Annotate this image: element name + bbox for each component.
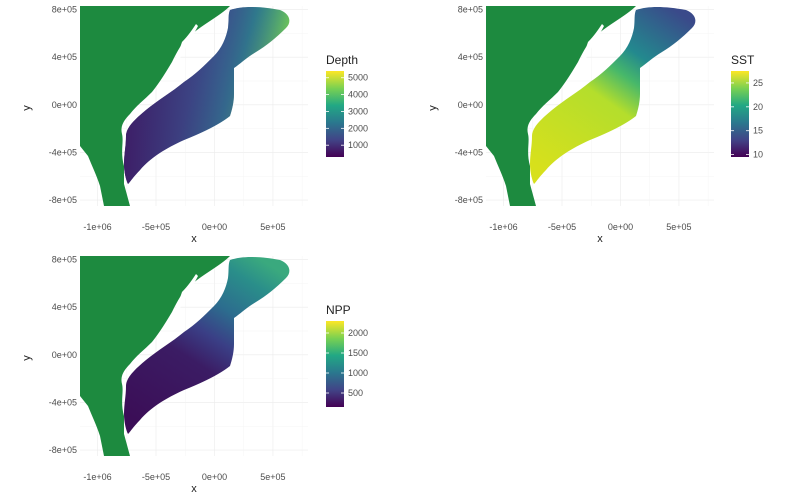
panel-sst: 8e+05 4e+05 0e+00 -4e+05 -8e+05 -1e+06 -5e+05 0…: [427, 5, 763, 245]
y-tick-label: 4e+05: [52, 52, 77, 62]
x-axis-label: x: [191, 483, 197, 495]
y-tick-label: 0e+00: [52, 100, 77, 110]
legend-title: Depth: [326, 53, 358, 67]
legend-tick-label: 500: [348, 388, 363, 398]
legend-tick-label: 3000: [348, 106, 368, 116]
map-depth: [80, 6, 290, 206]
y-tick-label: -4e+05: [49, 147, 77, 157]
legend-tick-label: 20: [753, 102, 763, 112]
x-axis-label: x: [191, 233, 197, 245]
y-tick-label: 8e+05: [52, 255, 77, 265]
x-tick-label: -5e+05: [142, 472, 170, 482]
legend-sst: SST 25 20 15 10: [731, 53, 763, 160]
x-tick-label: -1e+06: [83, 222, 111, 232]
legend-npp: NPP 2000 1500 1000 500: [326, 303, 368, 407]
y-tick-label: 4e+05: [52, 302, 77, 312]
panel-depth: 8e+05 4e+05 0e+00 -4e+05 -8e+05 -1e+06 -5e+05 0…: [21, 5, 368, 245]
x-tick-label: 5e+05: [666, 222, 691, 232]
legend-colorbar: [731, 71, 749, 157]
y-axis-label: y: [427, 105, 439, 111]
map-npp: [80, 256, 290, 456]
map-sst: [486, 6, 696, 206]
legend-tick-label: 1000: [348, 140, 368, 150]
y-axis-label: y: [21, 355, 33, 361]
legend-tick-label: 5000: [348, 73, 368, 83]
x-tick-label: 0e+00: [202, 472, 227, 482]
x-tick-label: 5e+05: [260, 472, 285, 482]
x-tick-label: -1e+06: [489, 222, 517, 232]
y-tick-label: 0e+00: [458, 100, 483, 110]
x-tick-label: -1e+06: [83, 472, 111, 482]
panels-root: 8e+05 4e+05 0e+00 -4e+05 -8e+05 -1e+06 -5e+05 0…: [21, 5, 763, 495]
y-tick-label: -4e+05: [455, 147, 483, 157]
x-tick-label: -5e+05: [548, 222, 576, 232]
legend-tick-label: 1000: [348, 368, 368, 378]
legend-tick-label: 1500: [348, 348, 368, 358]
y-tick-label: 8e+05: [52, 5, 77, 15]
x-tick-label: 5e+05: [260, 222, 285, 232]
x-tick-label: -5e+05: [142, 222, 170, 232]
y-tick-label: 8e+05: [458, 5, 483, 15]
panel-npp: 8e+05 4e+05 0e+00 -4e+05 -8e+05 -1e+06 -5e+05 0…: [21, 255, 368, 495]
legend-tick-label: 25: [753, 78, 763, 88]
y-tick-label: -8e+05: [49, 195, 77, 205]
x-tick-label: 0e+00: [608, 222, 633, 232]
legend-tick-label: 10: [753, 150, 763, 160]
legend-colorbar: [326, 321, 344, 407]
legend-title: NPP: [326, 303, 351, 317]
legend-colorbar: [326, 71, 344, 157]
y-tick-label: -8e+05: [49, 445, 77, 455]
legend-tick-label: 2000: [348, 123, 368, 133]
legend-tick-label: 2000: [348, 328, 368, 338]
y-axis-label: y: [21, 105, 33, 111]
legend-tick-label: 15: [753, 126, 763, 136]
legend-tick-label: 4000: [348, 90, 368, 100]
x-tick-label: 0e+00: [202, 222, 227, 232]
legend-title: SST: [731, 53, 755, 67]
y-tick-label: 4e+05: [458, 52, 483, 62]
x-axis-label: x: [597, 233, 603, 245]
y-tick-label: 0e+00: [52, 350, 77, 360]
legend-depth: Depth 5000 4000 3000 2000 1000: [326, 53, 368, 157]
y-tick-label: -4e+05: [49, 397, 77, 407]
y-tick-label: -8e+05: [455, 195, 483, 205]
